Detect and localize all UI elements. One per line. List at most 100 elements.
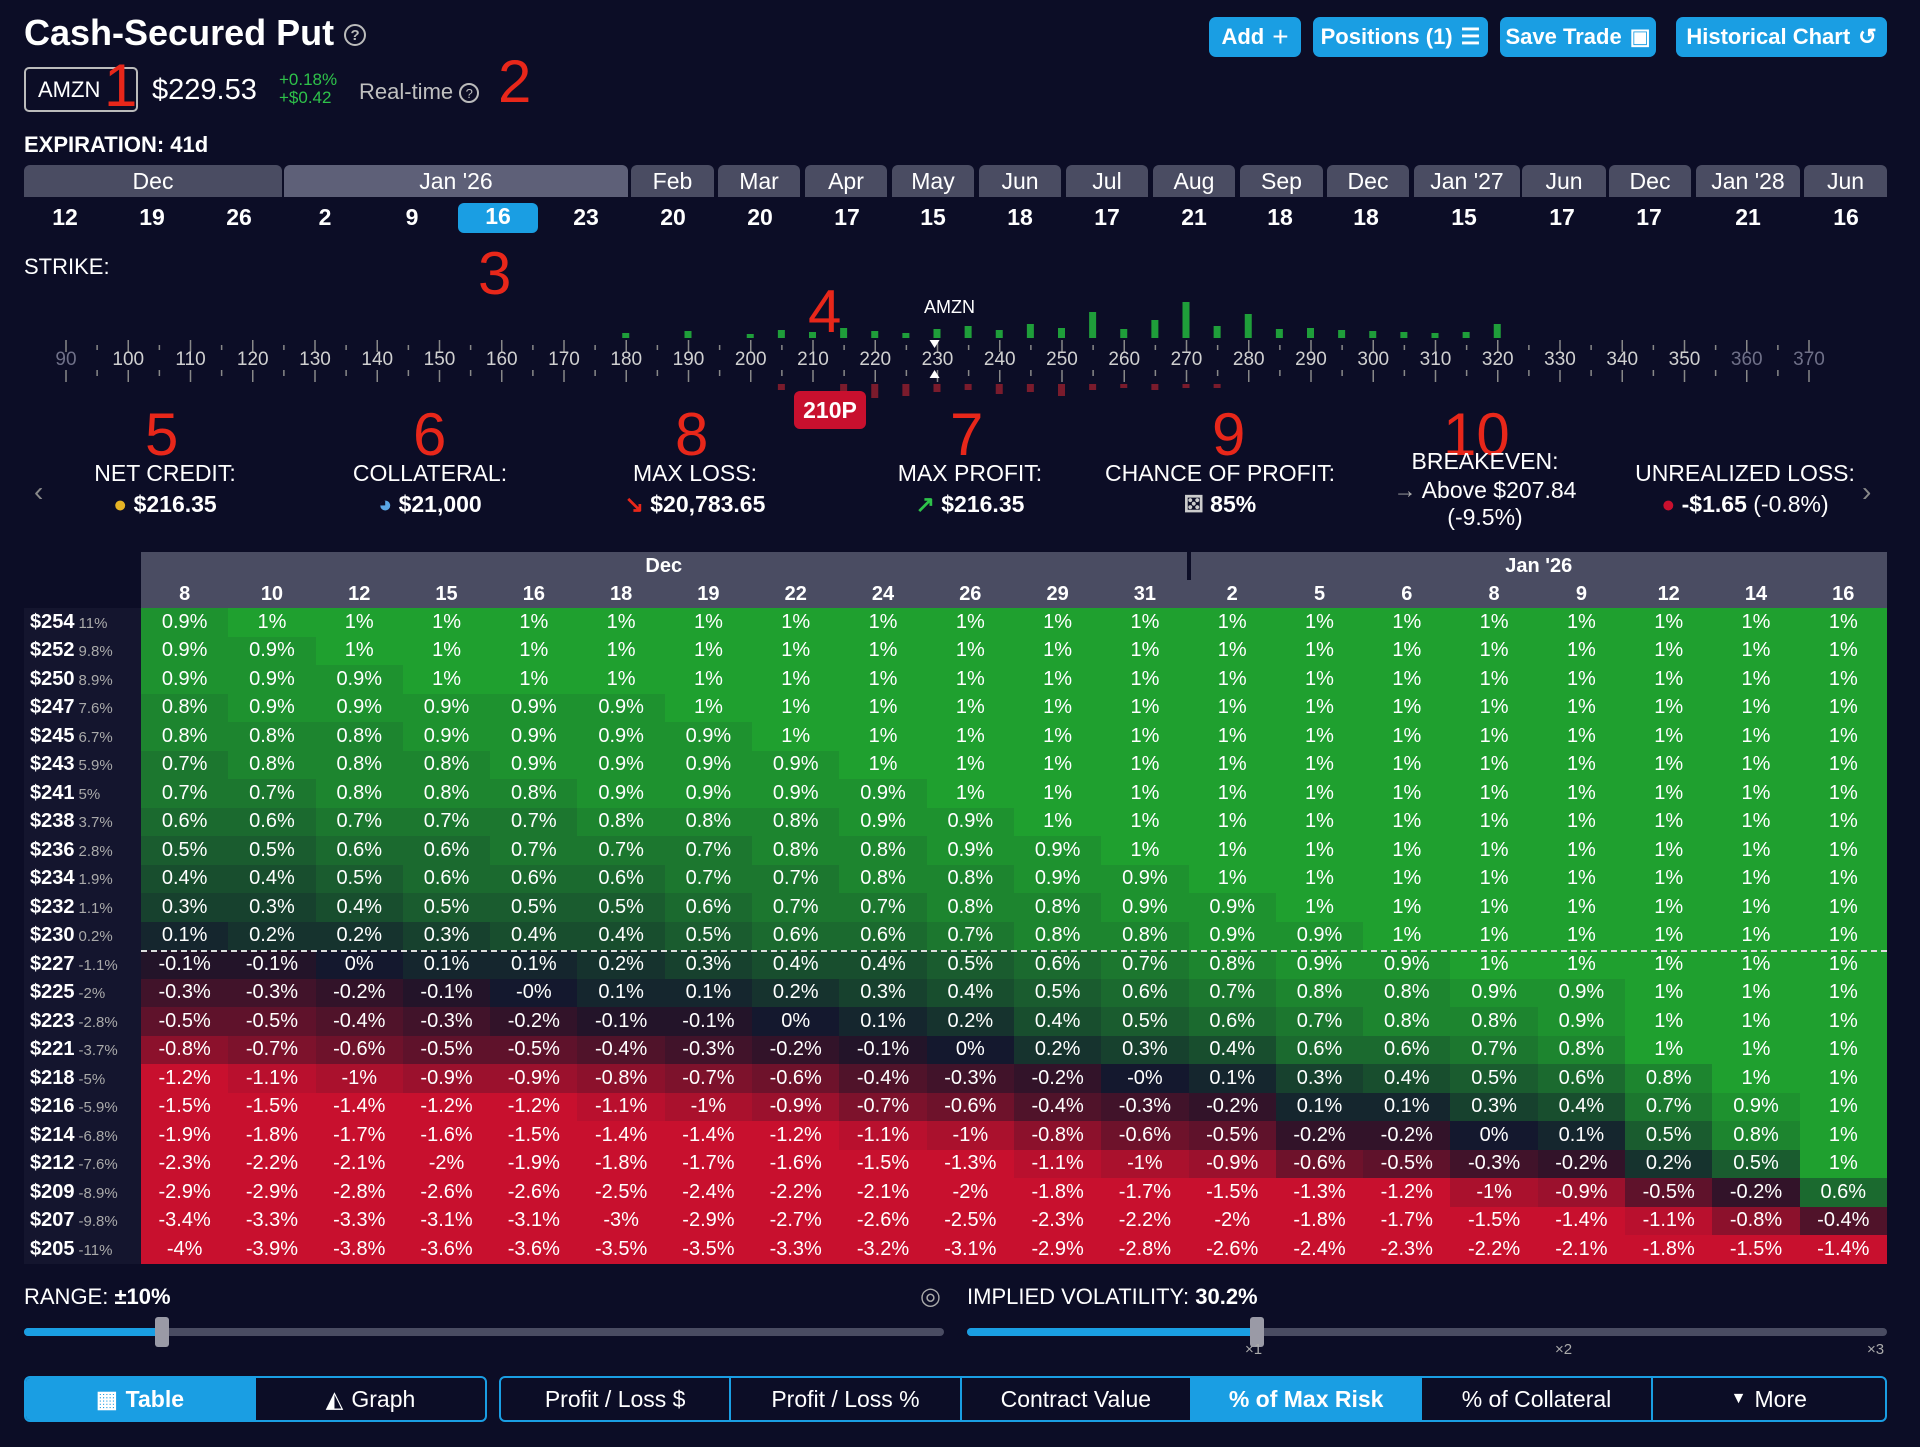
expiration-day[interactable]: 20 (660, 204, 686, 230)
max-loss-stat: MAX LOSS: ↘ $20,783.65 (624, 460, 766, 517)
expiration-day[interactable]: 9 (405, 204, 419, 230)
expiration-day[interactable]: 23 (573, 204, 599, 230)
row-price: $227 -1.1% (24, 950, 141, 979)
tab-table[interactable]: ▦ Table (26, 1378, 256, 1420)
ticker-input[interactable]: AMZN (24, 67, 138, 112)
tab-percent-collateral[interactable]: % of Collateral (1422, 1378, 1653, 1420)
expiration-day[interactable]: 17 (1636, 204, 1662, 230)
month-5[interactable]: May (892, 165, 974, 197)
table-day-header: 24 (839, 580, 927, 608)
table-cell: -1.4% (664, 1121, 753, 1150)
strike-label-item: 270 (1170, 349, 1203, 370)
tab-profit-loss-percent[interactable]: Profit / Loss % (731, 1378, 962, 1420)
help-icon[interactable]: ? (459, 83, 480, 104)
open-interest-bar (777, 330, 785, 338)
expiration-day[interactable]: 16 (458, 203, 538, 233)
table-day-header: 16 (490, 580, 578, 608)
table-day-header: 12 (315, 580, 403, 608)
table-cell: -1.3% (1275, 1178, 1364, 1207)
underlying-pointer (929, 370, 940, 378)
positions-button[interactable]: Positions (1) ☰ (1313, 17, 1488, 57)
range-slider-handle[interactable] (155, 1317, 169, 1347)
table-cell: 1% (752, 665, 840, 694)
stats-next-icon[interactable]: › (1862, 476, 1872, 507)
month-0[interactable]: Dec (24, 165, 282, 197)
table-cell: -1.1% (577, 1092, 665, 1121)
table-cell: -0.3% (228, 978, 316, 1007)
range-slider[interactable] (24, 1317, 944, 1347)
expiration-day[interactable]: 20 (747, 204, 773, 230)
table-cell: -2.2% (752, 1178, 840, 1207)
expiration-day[interactable]: 17 (1094, 204, 1120, 230)
table-cell: -2.6% (839, 1206, 927, 1235)
table-cell: 0.8% (839, 836, 927, 865)
expiration-day[interactable]: 18 (1007, 204, 1033, 230)
table-cell: -0.7% (664, 1064, 753, 1093)
month-10[interactable]: Dec (1327, 165, 1409, 197)
tab-more[interactable]: ▼ More (1730, 1385, 1807, 1412)
expiration-day[interactable]: 16 (1833, 204, 1859, 230)
table-row: $230 0.2% 0.1% 0.2% 0.2% 0.3% 0.4% 0.4% 0.5% 0.6%… (24, 921, 1887, 950)
table-cell: 1% (315, 636, 403, 665)
table-cell: 0.6% (1101, 978, 1189, 1007)
expiration-day[interactable]: 2 (318, 204, 332, 230)
historical-chart-button[interactable]: Historical Chart ↺ (1676, 17, 1887, 57)
open-interest-bar (995, 330, 1003, 338)
expiration-day[interactable]: 26 (226, 204, 252, 230)
month-12[interactable]: Jun (1522, 165, 1606, 197)
table-cell: -0.9% (402, 1064, 491, 1093)
month-14[interactable]: Jan '28 (1696, 165, 1800, 197)
expiration-day[interactable]: 21 (1735, 204, 1761, 230)
strike-label-item: 370 (1793, 349, 1825, 370)
table-cell: -3.3% (315, 1206, 403, 1235)
tab-percent-max-risk[interactable]: % of Max Risk (1191, 1378, 1423, 1420)
expiration-day[interactable]: 12 (52, 204, 78, 230)
expiration-day[interactable]: 19 (139, 204, 165, 230)
expiration-day[interactable]: 17 (1549, 204, 1575, 230)
table-cell: -1.5% (1712, 1235, 1800, 1264)
tab-contract-value[interactable]: Contract Value (962, 1378, 1192, 1420)
table-cell: 1% (1537, 750, 1626, 779)
tab-graph[interactable]: ◭ Graph (325, 1385, 416, 1412)
table-row: $241 5% 0.7% 0.7% 0.8% 0.8% 0.8% 0.9% 0.9% 0.9% 0.… (24, 779, 1887, 808)
open-interest-bar (1338, 330, 1346, 338)
add-button[interactable]: Add + (1209, 17, 1301, 57)
coins-icon: ● (113, 491, 128, 517)
month-1[interactable]: Jan '26 (284, 165, 628, 197)
month-13[interactable]: Dec (1609, 165, 1691, 197)
table-cell: 0.6% (402, 836, 491, 865)
table-cell: 0.8% (926, 893, 1014, 922)
expiration-day[interactable]: 18 (1267, 204, 1293, 230)
tab-profit-loss-dollar[interactable]: Profit / Loss $ (501, 1378, 732, 1420)
month-9[interactable]: Sep (1240, 165, 1323, 197)
expiration-day[interactable]: 15 (920, 204, 946, 230)
help-icon[interactable]: ? (344, 24, 367, 47)
selected-strike-badge[interactable]: 210P (794, 391, 866, 429)
month-15[interactable]: Jun (1804, 165, 1887, 197)
table-day-header: 8 (1450, 580, 1538, 608)
month-6[interactable]: Jun (979, 165, 1061, 197)
iv-slider[interactable] (967, 1317, 1887, 1347)
expiration-day[interactable]: 17 (834, 204, 860, 230)
month-11[interactable]: Jan '27 (1414, 165, 1520, 197)
save-trade-button[interactable]: Save Trade ▣ (1500, 17, 1656, 57)
stats-prev-icon[interactable]: ‹ (34, 476, 44, 507)
month-2[interactable]: Feb (631, 165, 714, 197)
table-cell: -1.6% (752, 1149, 840, 1178)
table-icon: ▦ (95, 1385, 118, 1412)
expiration-day[interactable]: 18 (1353, 204, 1379, 230)
table-cell: -1.5% (839, 1149, 927, 1178)
table-row: $232 1.1% 0.3% 0.3% 0.4% 0.5% 0.5% 0.5% 0.6% 0.7%… (24, 893, 1887, 922)
month-4[interactable]: Apr (805, 165, 887, 197)
month-3[interactable]: Mar (718, 165, 800, 197)
iv-slider-handle[interactable] (1249, 1317, 1264, 1347)
expiration-day[interactable]: 21 (1181, 204, 1207, 230)
month-7[interactable]: Jul (1066, 165, 1148, 197)
table-cell: 1% (1188, 608, 1276, 637)
table-cell: 0.6% (1363, 1035, 1451, 1064)
month-8[interactable]: Aug (1153, 165, 1235, 197)
table-cell: 1% (839, 722, 927, 751)
reset-iv-icon[interactable]: ◎ (920, 1283, 941, 1310)
expiration-day[interactable]: 15 (1451, 204, 1477, 230)
table-cell: 1% (1799, 1092, 1887, 1121)
